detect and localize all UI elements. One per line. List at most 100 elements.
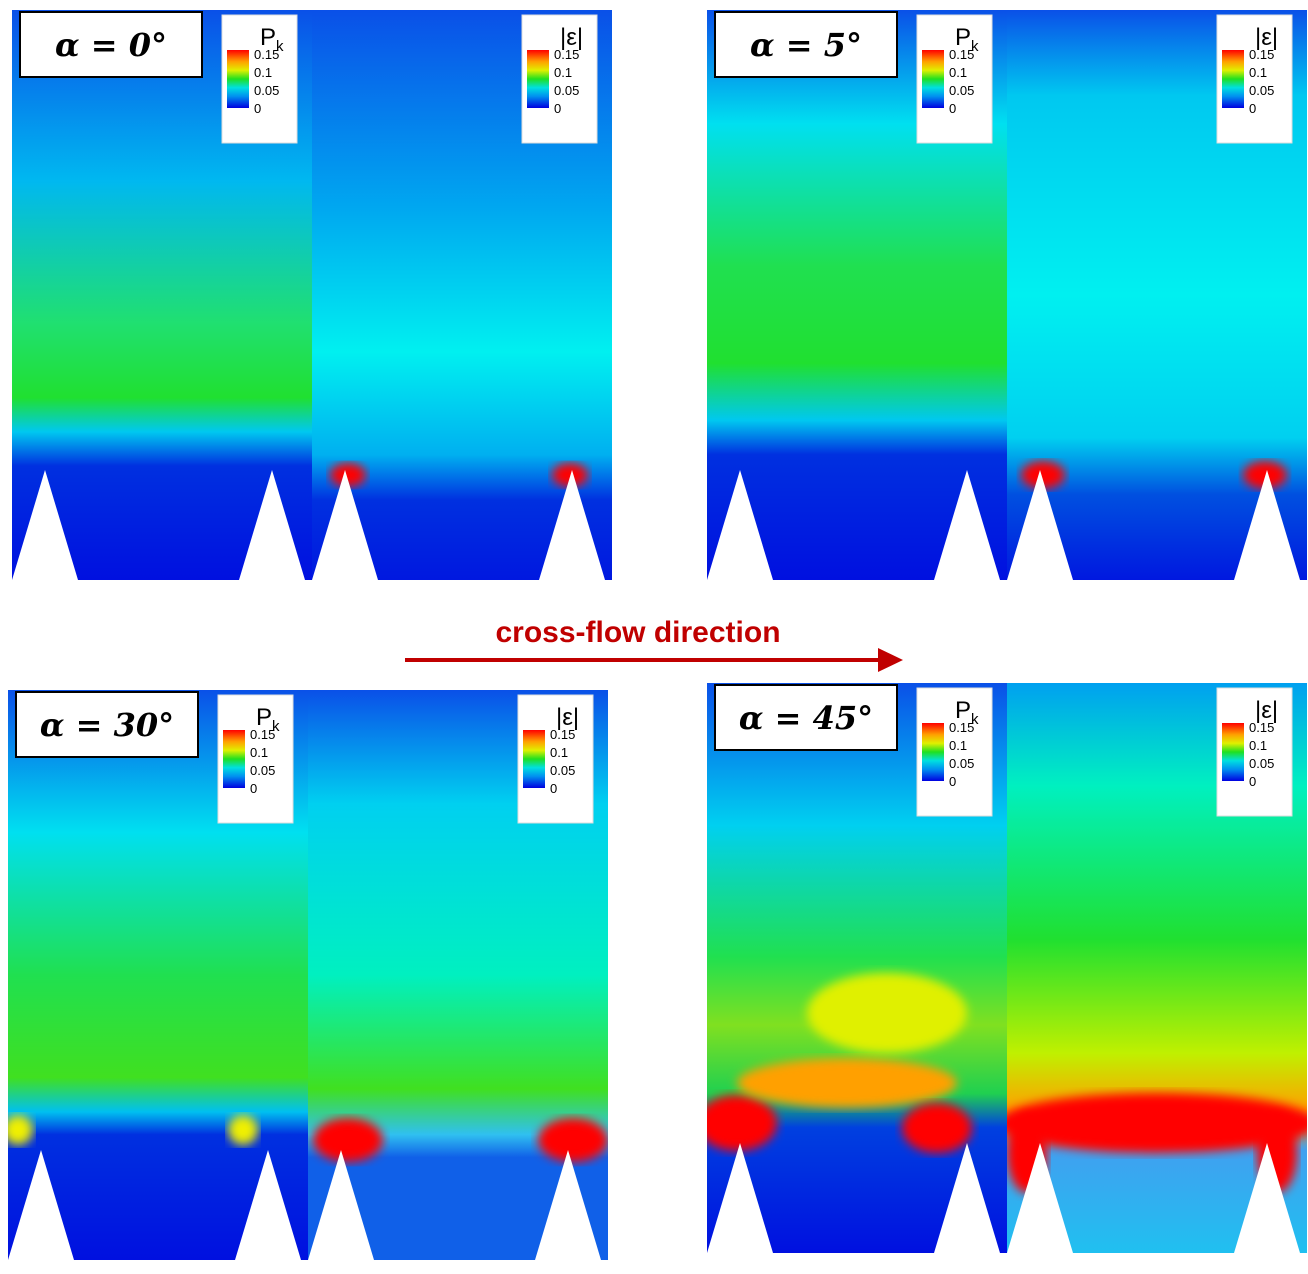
- legend-title-sub: k: [971, 711, 979, 728]
- blade: [239, 470, 305, 580]
- blade: [707, 470, 773, 580]
- panel-label: α = 0°: [55, 26, 167, 64]
- colorbar-tick: 0.05: [250, 763, 275, 778]
- colorbar-tick: 0.1: [254, 65, 272, 80]
- legend-title-main: |ε|: [1255, 697, 1278, 724]
- colorbar-tick: 0.15: [949, 47, 974, 62]
- colorbar: [523, 730, 545, 788]
- colorbar-tick: 0.15: [254, 47, 279, 62]
- panel-label: α = 5°: [750, 26, 862, 64]
- legend-title-main: P: [955, 24, 971, 51]
- legend-title-main: P: [955, 697, 971, 724]
- legend-title: Pk: [256, 704, 280, 735]
- colorbar-tick: 0: [1249, 101, 1256, 116]
- legend-title-sub: k: [971, 38, 979, 55]
- panel-label: α = 30°: [40, 706, 174, 744]
- colorbar-tick: 0.05: [949, 756, 974, 771]
- legend-title-sub: k: [272, 718, 280, 735]
- legend-title-main: |ε|: [1255, 24, 1278, 51]
- legend-title: |ε|: [560, 24, 583, 51]
- colorbar-tick: 0.15: [250, 727, 275, 742]
- legend-title-main: P: [256, 704, 272, 731]
- blade: [539, 470, 605, 580]
- blade: [235, 1150, 301, 1260]
- colorbar-tick: 0.05: [550, 763, 575, 778]
- legend-title: Pk: [260, 24, 284, 55]
- legend-title-main: |ε|: [556, 704, 579, 731]
- colorbar: [1222, 723, 1244, 781]
- field-blob: [330, 463, 366, 487]
- colorbar-tick: 0.05: [949, 83, 974, 98]
- colorbar-tick: 0.1: [250, 745, 268, 760]
- colorbar-tick: 0.05: [554, 83, 579, 98]
- colorbar-tick: 0.15: [550, 727, 575, 742]
- colorbar-tick: 0.15: [1249, 720, 1274, 735]
- colorbar-tick: 0.05: [254, 83, 279, 98]
- colorbar-tick: 0.1: [554, 65, 572, 80]
- colorbar-tick: 0: [554, 101, 561, 116]
- colorbar-tick: 0: [550, 781, 557, 796]
- colorbar-tick: 0: [254, 101, 261, 116]
- field-blob: [1007, 1093, 1307, 1153]
- blade: [934, 470, 1000, 580]
- colorbar-tick: 0.1: [949, 738, 967, 753]
- colorbar-tick: 0.15: [554, 47, 579, 62]
- blade: [312, 470, 378, 580]
- legend-title: Pk: [955, 24, 979, 55]
- field-blob: [1021, 461, 1065, 489]
- colorbar: [1222, 50, 1244, 108]
- colorbar-tick: 0: [949, 101, 956, 116]
- field-blob: [1243, 461, 1287, 489]
- colorbar-tick: 0.05: [1249, 83, 1274, 98]
- panel-label-box: [15, 691, 199, 758]
- colorbar: [922, 50, 944, 108]
- panel-label: α = 45°: [739, 699, 873, 737]
- field-blob: [228, 1115, 258, 1145]
- field-blob: [807, 973, 967, 1053]
- legend-title-sub: k: [276, 38, 284, 55]
- blade: [1234, 1143, 1300, 1253]
- panel-label-box: [19, 11, 203, 78]
- colorbar: [223, 730, 245, 788]
- blade: [1007, 1143, 1073, 1253]
- blade: [12, 470, 78, 580]
- blade: [934, 1143, 1000, 1253]
- field-blob: [538, 1118, 608, 1162]
- colorbar-tick: 0.05: [1249, 756, 1274, 771]
- colorbar-tick: 0.1: [1249, 738, 1267, 753]
- colorbar-tick: 0: [949, 774, 956, 789]
- field-blob: [8, 1115, 33, 1145]
- legend-title: Pk: [955, 697, 979, 728]
- colorbar-tick: 0.15: [1249, 47, 1274, 62]
- legend-title: |ε|: [556, 704, 579, 731]
- field-blob: [737, 1058, 957, 1108]
- field-blob: [902, 1103, 972, 1153]
- arrowhead: [878, 648, 903, 672]
- colorbar-tick: 0.1: [949, 65, 967, 80]
- panel-label-box: [714, 684, 898, 751]
- blade: [1234, 470, 1300, 580]
- blade: [8, 1150, 74, 1260]
- field-blob: [707, 1095, 777, 1151]
- colorbar-tick: 0: [1249, 774, 1256, 789]
- legend-title-main: P: [260, 24, 276, 51]
- colorbar: [527, 50, 549, 108]
- colorbar: [227, 50, 249, 108]
- blade: [707, 1143, 773, 1253]
- blade: [1007, 470, 1073, 580]
- colorbar: [922, 723, 944, 781]
- colorbar-tick: 0.1: [550, 745, 568, 760]
- field-blob: [552, 463, 588, 487]
- blade: [308, 1150, 374, 1260]
- legend-title: |ε|: [1255, 24, 1278, 51]
- field-blob: [313, 1118, 383, 1162]
- colorbar-tick: 0.15: [949, 720, 974, 735]
- legend-title-main: |ε|: [560, 24, 583, 51]
- colorbar-tick: 0: [250, 781, 257, 796]
- annotation: cross-flow direction: [495, 616, 780, 649]
